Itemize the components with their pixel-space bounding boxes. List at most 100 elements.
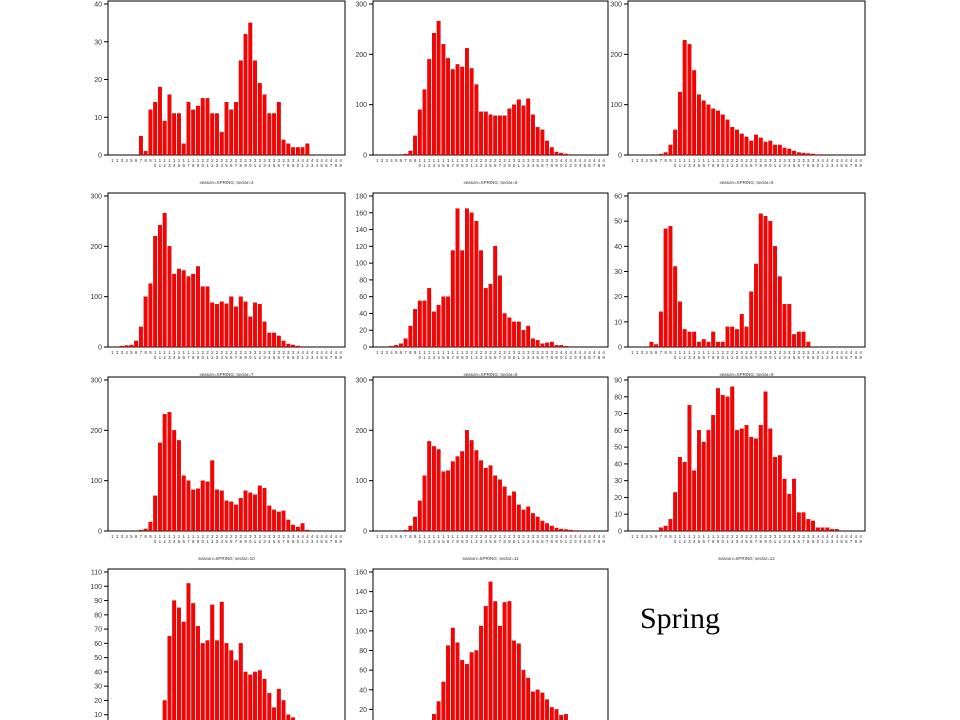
x-tick-label: 2: [731, 158, 734, 163]
x-tick-label: 3: [527, 355, 530, 360]
histogram-bar: [305, 529, 310, 532]
histogram-bar: [507, 601, 512, 720]
x-tick-label: 4: [645, 350, 648, 355]
x-tick-label: 3: [555, 534, 558, 539]
x-tick-label: 1: [470, 163, 473, 168]
x-tick-label: 8: [551, 355, 554, 360]
x-tick-label: 5: [745, 539, 748, 544]
x-tick-label: 9: [197, 163, 200, 168]
x-tick-label: 9: [812, 355, 815, 360]
x-tick-label: 2: [225, 158, 228, 163]
x-tick-label: 6: [541, 355, 544, 360]
x-tick-label: 2: [755, 350, 758, 355]
x-tick-label: 4: [855, 158, 858, 163]
histogram-bar: [413, 516, 418, 532]
histogram-bar: [450, 250, 455, 348]
x-tick-label: 3: [774, 534, 777, 539]
x-tick-label: 1: [447, 534, 450, 539]
histogram-bar: [243, 34, 248, 156]
x-tick-label: 2: [494, 534, 497, 539]
x-tick-label: 6: [750, 355, 753, 360]
x-tick-label: 3: [541, 350, 544, 355]
y-tick-label: 200: [90, 428, 102, 435]
x-tick-label: 2: [499, 350, 502, 355]
histogram-bar: [658, 311, 663, 348]
x-tick-label: 1: [376, 158, 379, 163]
histogram-bar: [417, 300, 422, 348]
x-tick-label: 4: [855, 350, 858, 355]
histogram-bar: [267, 113, 272, 156]
x-tick-label: 0: [249, 163, 252, 168]
histogram-bar: [521, 669, 526, 720]
y-tick-label: 100: [610, 102, 622, 109]
histogram-bar: [512, 321, 517, 348]
y-tick-label: 120: [355, 609, 367, 616]
x-tick-label: 1: [301, 355, 304, 360]
x-tick-label: 2: [381, 534, 384, 539]
x-tick-label: 3: [433, 539, 436, 544]
histogram-bar: [460, 250, 465, 348]
x-tick-label: 4: [602, 350, 605, 355]
histogram-bar: [701, 339, 706, 348]
x-tick-label: 5: [130, 350, 133, 355]
histogram-bar: [512, 104, 517, 156]
histogram-bar: [257, 304, 262, 348]
x-tick-label: 7: [850, 163, 853, 168]
x-tick-label: 4: [831, 534, 834, 539]
y-tick-label: 100: [355, 628, 367, 635]
histogram-bar: [234, 504, 238, 532]
x-tick-label: 1: [456, 534, 459, 539]
x-tick-label: 8: [287, 163, 290, 168]
histogram-bar: [578, 530, 583, 532]
histogram-bar: [677, 91, 682, 156]
x-tick-label: 6: [135, 350, 138, 355]
histogram-bar: [535, 127, 540, 156]
x-tick-label: 2: [508, 350, 511, 355]
histogram-bar: [488, 114, 493, 156]
histogram-bar: [521, 330, 526, 348]
x-tick-label: 1: [702, 158, 705, 163]
y-tick-label: 40: [359, 687, 367, 694]
x-tick-label: 3: [555, 158, 558, 163]
histogram-bar: [267, 332, 272, 348]
y-tick-label: 180: [355, 194, 367, 201]
x-tick-label: 2: [116, 534, 119, 539]
x-tick-label: 1: [173, 534, 176, 539]
histogram-bar: [787, 304, 792, 348]
x-tick-label: 2: [306, 163, 309, 168]
x-tick-label: 1: [774, 355, 777, 360]
x-tick-label: 3: [278, 350, 281, 355]
histogram-bar: [725, 326, 730, 348]
histogram-bar: [811, 153, 816, 156]
x-tick-label: 2: [522, 355, 525, 360]
x-tick-label: 2: [760, 158, 763, 163]
histogram-bar: [834, 529, 839, 532]
x-tick-label: 2: [163, 539, 166, 544]
x-tick-label: 6: [588, 163, 591, 168]
histogram-bar: [701, 441, 706, 532]
x-tick-label: 3: [282, 158, 285, 163]
x-tick-label: 0: [674, 355, 677, 360]
x-tick-label: 9: [461, 539, 464, 544]
x-axis-label: season=SPRING; seclar=5: [463, 180, 518, 185]
x-tick-label: 6: [655, 158, 658, 163]
histogram-bar: [389, 346, 394, 348]
x-tick-label: 3: [287, 350, 290, 355]
histogram-bar: [754, 134, 758, 156]
x-tick-label: 2: [428, 539, 431, 544]
x-tick-label: 2: [683, 355, 686, 360]
histogram-bar: [276, 335, 281, 348]
x-tick-label: 6: [845, 163, 848, 168]
x-tick-label: 2: [826, 163, 829, 168]
x-tick-label: 1: [428, 158, 431, 163]
x-tick-label: 2: [726, 350, 729, 355]
histogram-bar: [181, 621, 186, 720]
x-tick-label: 4: [836, 158, 839, 163]
x-tick-label: 7: [755, 539, 758, 544]
x-tick-label: 0: [769, 163, 772, 168]
y-tick-label: 80: [359, 648, 367, 655]
y-tick-label: 200: [355, 428, 367, 435]
